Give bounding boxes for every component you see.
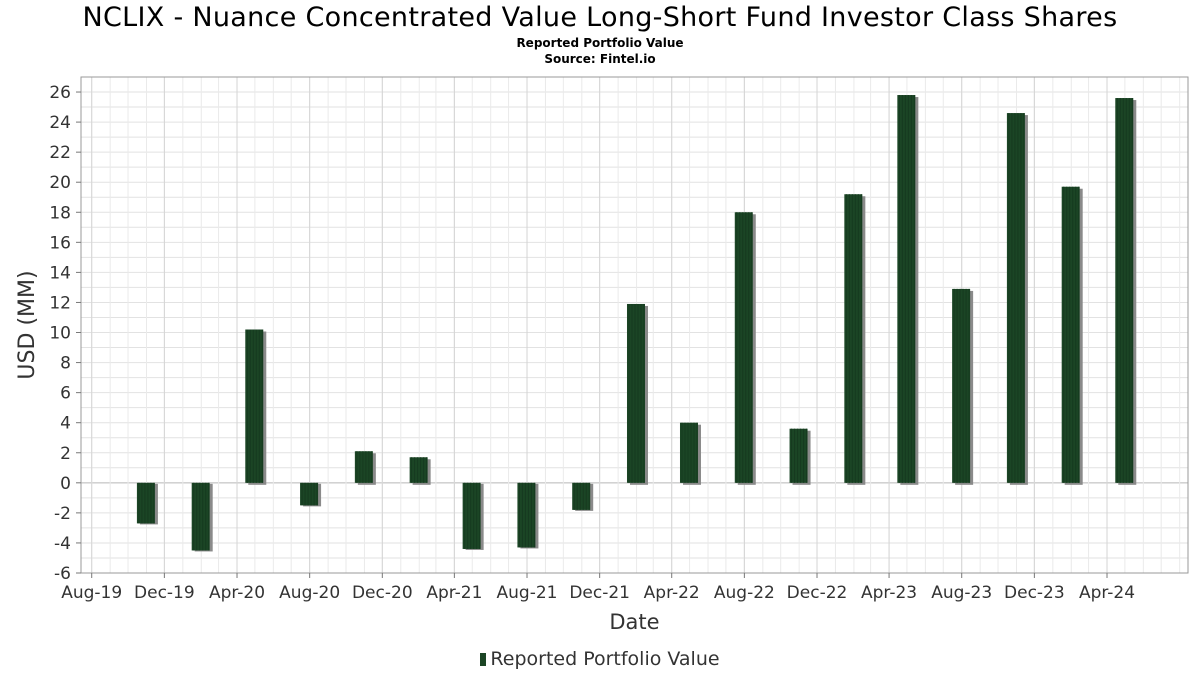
legend: Reported Portfolio Value	[0, 648, 1200, 670]
y-tick-label: 4	[60, 414, 71, 434]
y-tick-label: 2	[60, 444, 71, 464]
bar	[409, 457, 428, 483]
x-tick-label: Dec-19	[134, 583, 195, 603]
y-tick-label: 12	[49, 293, 71, 313]
y-tick-label: 26	[49, 83, 71, 103]
chart-source: Source: Fintel.io	[544, 52, 656, 66]
bar	[517, 482, 536, 548]
bar	[1115, 98, 1134, 483]
y-tick-label: 0	[60, 474, 71, 494]
x-tick-label: Dec-21	[569, 583, 630, 603]
x-tick-label: Aug-21	[497, 583, 558, 603]
x-tick-label: Dec-23	[1004, 583, 1065, 603]
y-tick-label: 20	[49, 173, 71, 193]
bar	[789, 428, 808, 483]
bar	[136, 482, 155, 524]
x-tick-label: Apr-20	[209, 583, 265, 603]
y-tick-label: 18	[49, 203, 71, 223]
y-tick-label: 10	[49, 324, 71, 344]
legend-label: Reported Portfolio Value	[490, 648, 720, 670]
x-tick-label: Aug-19	[61, 583, 122, 603]
bar	[354, 451, 373, 483]
y-tick-label: 24	[49, 113, 71, 133]
bar	[462, 482, 481, 549]
bar	[1006, 113, 1025, 483]
bar	[844, 194, 863, 483]
x-tick-label: Apr-23	[861, 583, 917, 603]
bars-group	[136, 95, 1137, 552]
bar	[897, 95, 916, 483]
chart-title: NCLIX - Nuance Concentrated Value Long-S…	[82, 2, 1118, 33]
legend-swatch	[480, 653, 487, 666]
x-tick-label: Apr-21	[426, 583, 482, 603]
x-tick-label: Apr-22	[644, 583, 700, 603]
bar	[1061, 186, 1080, 483]
y-tick-label: 22	[49, 143, 71, 163]
y-axis-label: USD (MM)	[15, 270, 40, 379]
bar	[626, 303, 645, 483]
x-tick-label: Aug-22	[714, 583, 775, 603]
x-axis-label: Date	[609, 610, 659, 634]
y-tick-label: 8	[60, 354, 71, 374]
bar	[300, 482, 319, 506]
y-tick-label: 6	[60, 384, 71, 404]
bar	[679, 422, 698, 483]
bar	[191, 482, 210, 551]
y-tick-label: -6	[54, 564, 71, 584]
y-tick-label: 16	[49, 233, 71, 253]
y-tick-label: 14	[49, 263, 71, 283]
x-tick-label: Aug-23	[931, 583, 992, 603]
x-axis-ticks: Aug-19 Dec-19 Apr-20 Aug-20 Dec-20 Apr-21 Aug-…	[61, 573, 1135, 603]
x-tick-label: Aug-20	[279, 583, 340, 603]
bar	[952, 288, 971, 483]
x-tick-label: Apr-24	[1079, 583, 1135, 603]
y-tick-label: -4	[54, 534, 71, 554]
x-tick-label: Dec-22	[787, 583, 848, 603]
bar	[572, 482, 591, 510]
y-tick-label: -2	[54, 504, 71, 524]
plot-frame	[80, 76, 1189, 574]
bar	[734, 212, 753, 483]
x-tick-label: Dec-20	[352, 583, 413, 603]
chart-subtitle: Reported Portfolio Value	[516, 36, 684, 50]
bar	[245, 329, 264, 483]
